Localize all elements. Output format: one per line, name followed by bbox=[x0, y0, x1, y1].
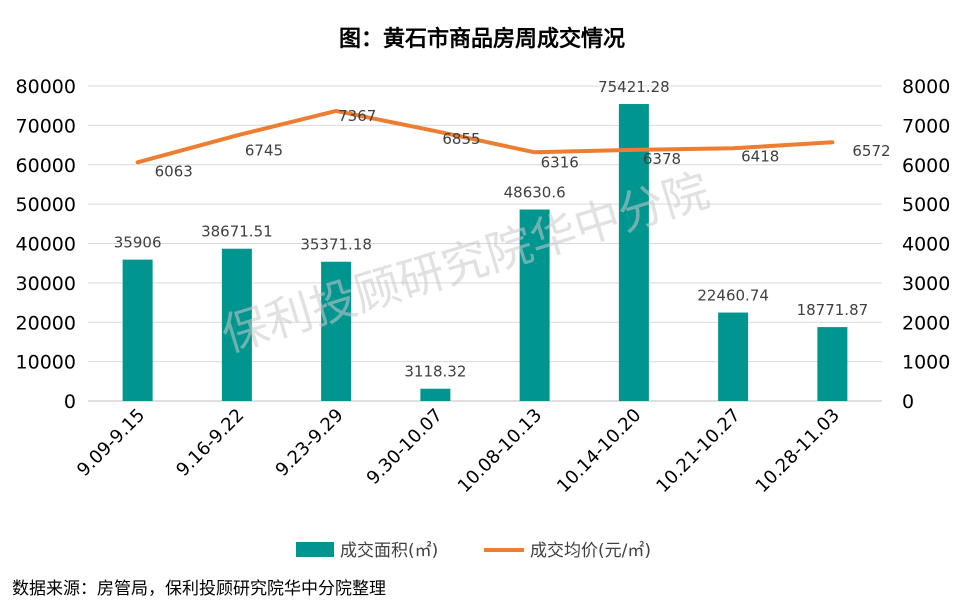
y-right-tick-label: 8000 bbox=[902, 76, 950, 98]
bar bbox=[122, 259, 153, 401]
y-axis-left: 0 10000 20000 30000 40000 50000 60000 70000 8000… bbox=[16, 76, 76, 413]
y-left-tick-label: 40000 bbox=[16, 234, 76, 256]
bar-value-label: 35371.18 bbox=[300, 236, 372, 254]
y-right-tick-label: 6000 bbox=[902, 155, 950, 177]
line-value-label: 6745 bbox=[245, 141, 283, 159]
bar bbox=[321, 261, 352, 401]
y-right-tick-label: 3000 bbox=[902, 273, 950, 295]
y-right-tick-label: 2000 bbox=[902, 312, 950, 334]
bar-value-label: 3118.32 bbox=[404, 363, 466, 381]
y-left-tick-label: 0 bbox=[64, 391, 76, 413]
x-tick-label: 10.14-10.20 bbox=[553, 405, 645, 497]
bar bbox=[618, 104, 649, 401]
bar bbox=[221, 248, 252, 401]
bar bbox=[817, 327, 848, 401]
x-tick-label: 10.08-10.13 bbox=[454, 405, 546, 497]
bar-value-label: 35906 bbox=[114, 234, 162, 252]
gridlines bbox=[88, 85, 882, 402]
bar-value-label: 18771.87 bbox=[797, 301, 869, 319]
x-tick-label: 10.21-10.27 bbox=[652, 405, 744, 497]
line-value-label: 6855 bbox=[442, 130, 480, 148]
y-right-tick-label: 1000 bbox=[902, 352, 950, 374]
y-left-tick-label: 70000 bbox=[16, 115, 76, 137]
y-right-tick-label: 4000 bbox=[902, 234, 950, 256]
data-labels: 35906 38671.51 35371.18 3118.32 48630.6 75421… bbox=[114, 78, 891, 381]
price-line bbox=[135, 108, 835, 165]
x-axis: 9.09-9.15 9.16-9.22 9.23-9.29 9.30-10.07 10.… bbox=[73, 405, 844, 497]
bar bbox=[718, 312, 749, 401]
line-value-label: 7367 bbox=[338, 107, 376, 125]
y-right-tick-label: 5000 bbox=[902, 194, 950, 216]
legend: 成交面积(㎡) 成交均价(元/㎡) bbox=[296, 541, 651, 561]
line-value-label: 6572 bbox=[852, 142, 890, 160]
line-value-label: 6063 bbox=[155, 162, 193, 180]
y-left-tick-label: 80000 bbox=[16, 76, 76, 98]
line-value-label: 6378 bbox=[643, 150, 681, 168]
x-tick-label: 9.23-9.29 bbox=[272, 405, 348, 481]
legend-bar-swatch bbox=[296, 542, 334, 557]
y-right-tick-label: 7000 bbox=[902, 115, 950, 137]
x-tick-label: 9.16-9.22 bbox=[172, 405, 248, 481]
y-left-tick-label: 50000 bbox=[16, 194, 76, 216]
bar-value-label: 75421.28 bbox=[598, 78, 670, 96]
y-right-tick-label: 0 bbox=[902, 391, 914, 413]
source-note: 数据来源：房管局，保利投顾研究院华中分院整理 bbox=[12, 579, 386, 599]
bar-value-label: 48630.6 bbox=[504, 184, 566, 202]
bar-series bbox=[122, 104, 848, 401]
chart-title: 图：黄石市商品房周成交情况 bbox=[339, 26, 625, 52]
y-axis-right: 0 1000 2000 3000 4000 5000 6000 7000 8000 bbox=[902, 76, 950, 413]
legend-bar-label: 成交面积(㎡) bbox=[340, 541, 438, 561]
y-left-tick-label: 20000 bbox=[16, 312, 76, 334]
y-left-tick-label: 30000 bbox=[16, 273, 76, 295]
y-left-tick-label: 60000 bbox=[16, 155, 76, 177]
line-value-label: 6418 bbox=[741, 147, 779, 165]
y-left-tick-label: 10000 bbox=[16, 352, 76, 374]
bar-value-label: 22460.74 bbox=[697, 287, 769, 305]
legend-line-label: 成交均价(元/㎡) bbox=[530, 541, 651, 561]
x-tick-label: 9.30-10.07 bbox=[363, 405, 447, 489]
x-tick-label: 10.28-11.03 bbox=[752, 405, 844, 497]
line-value-label: 6316 bbox=[541, 153, 579, 171]
x-tick-label: 9.09-9.15 bbox=[73, 405, 149, 481]
line-series bbox=[135, 108, 835, 165]
bar bbox=[519, 209, 550, 401]
bar bbox=[420, 388, 451, 401]
bar-value-label: 38671.51 bbox=[201, 223, 273, 241]
